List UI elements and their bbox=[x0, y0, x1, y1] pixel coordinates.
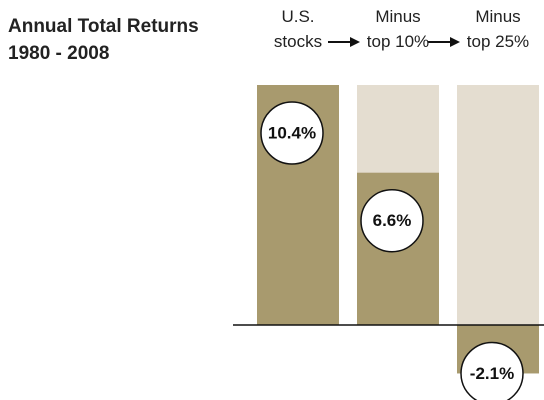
chart-subtitle: 1980 - 2008 bbox=[8, 43, 109, 64]
arrows bbox=[328, 37, 460, 47]
category-label: Minus top 10% bbox=[366, 7, 430, 51]
value-label: 6.6% bbox=[373, 211, 412, 230]
background-column bbox=[457, 85, 539, 325]
arrow-head bbox=[350, 37, 360, 47]
category-label: U.S. stocks bbox=[273, 7, 323, 51]
chart-title: Annual Total Returns bbox=[8, 16, 199, 37]
value-badge bbox=[360, 188, 424, 253]
value-label: 10.4% bbox=[268, 124, 316, 143]
value-badge bbox=[260, 101, 324, 165]
arrow-head bbox=[450, 37, 460, 47]
value-label: -2.1% bbox=[470, 364, 514, 383]
value-labels: 10.4% 6.6% -2.1% bbox=[260, 101, 524, 400]
category-label: Minus top 25% bbox=[466, 7, 530, 51]
value-badge bbox=[460, 341, 524, 400]
